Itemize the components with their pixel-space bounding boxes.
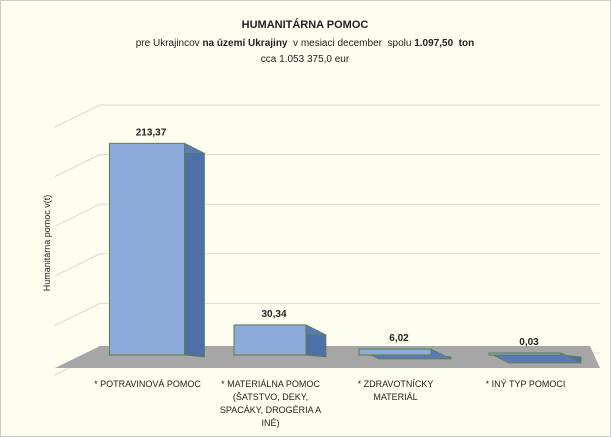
x-tick-label: * ZDRAVOTNÍCKY MATERIÁL	[357, 379, 434, 402]
chart-title: HUMANITÁRNA POMOC	[242, 18, 369, 31]
chart-subtitle-2: cca 1.053 375,0 eur	[261, 54, 350, 65]
bar	[233, 324, 307, 356]
x-tick-label: * POTRAVINOVÁ POMOC	[94, 379, 201, 389]
bar-side	[184, 142, 205, 358]
data-label: 6,02	[389, 333, 409, 344]
grid-line	[54, 203, 600, 227]
subtitle-part: v mesiaci december spolu	[287, 38, 414, 49]
data-label: 30,34	[261, 309, 286, 320]
subtitle-part: na území Ukrajiny	[202, 38, 287, 49]
grid-line	[54, 154, 600, 178]
subtitle-part: pre Ukrajincov	[136, 38, 203, 49]
grid-line	[54, 253, 600, 277]
subtitle-part: 1.097,50 ton	[414, 38, 474, 49]
y-axis-label: Humanitárna pomoc v(t)	[42, 195, 52, 292]
grid-line	[54, 302, 600, 326]
grid-line	[54, 104, 600, 128]
x-tick-label: * MATERIÁLNA POMOC (ŠATSTVO, DEKY, SPACÁ…	[219, 379, 322, 428]
x-tick-label: * INÝ TYP POMOCI	[485, 379, 566, 389]
bar	[358, 348, 432, 356]
data-label: 0,03	[519, 337, 539, 348]
chart-subtitle: pre Ukrajincov na území Ukrajiny v mesia…	[136, 38, 474, 49]
bar	[488, 352, 562, 356]
data-label: 213,37	[136, 127, 167, 138]
bar	[109, 142, 185, 356]
